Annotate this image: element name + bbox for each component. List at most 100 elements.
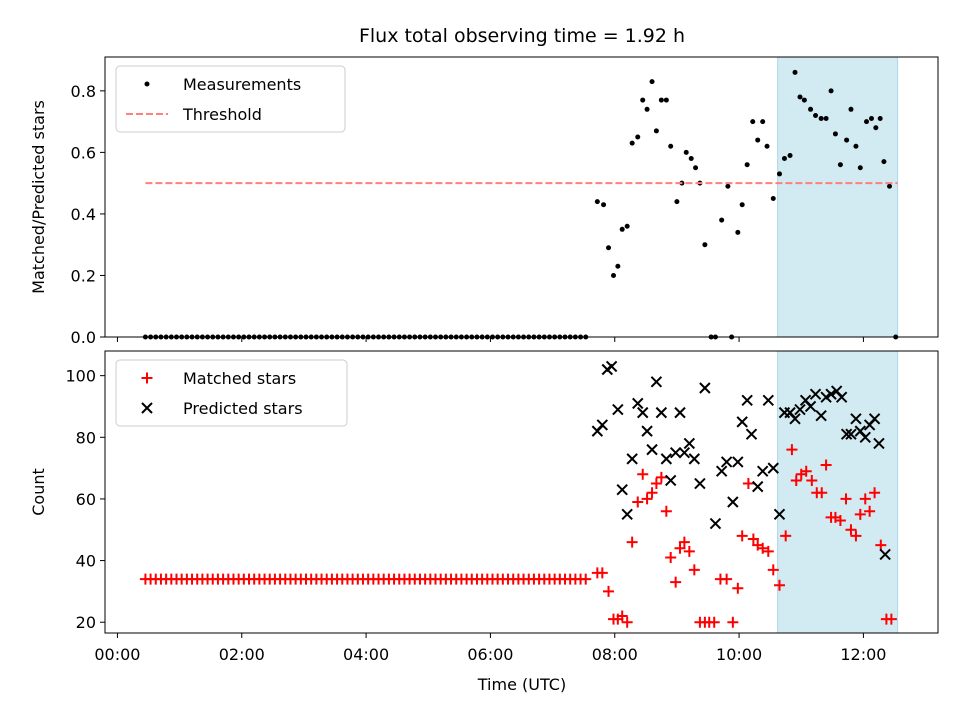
data-point: [606, 245, 612, 251]
data-point: [825, 388, 837, 400]
data-point: [612, 403, 624, 416]
series-predicted-stars: [591, 360, 891, 561]
data-point: [688, 156, 694, 162]
data-point: [727, 616, 739, 628]
data-point: [816, 487, 828, 499]
y-tick-label: 80: [76, 428, 96, 447]
legend-swatch: [141, 402, 153, 414]
data-point: [744, 162, 750, 168]
data-point: [800, 465, 812, 477]
data-point: [820, 459, 832, 471]
observing-interval-shading: [777, 56, 899, 338]
x-tick-label: 00:00: [94, 645, 140, 664]
legend-label: Predicted stars: [183, 399, 303, 418]
data-point: [750, 119, 756, 125]
legend: Matched stars Predicted stars: [115, 359, 348, 427]
data-point: [835, 391, 848, 403]
data-point: [773, 579, 785, 591]
axes-frame: [104, 350, 939, 634]
legend-swatch: [144, 81, 150, 87]
data-point: [813, 112, 819, 118]
x-tick-label: 06:00: [467, 645, 513, 664]
data-point: [780, 530, 792, 542]
data-point: [650, 478, 662, 490]
data-point: [764, 143, 770, 149]
data-point: [786, 444, 798, 456]
data-point: [646, 487, 658, 499]
y-tick-label: 20: [76, 613, 96, 632]
data-point: [720, 456, 733, 468]
data-point: [806, 474, 818, 486]
data-point: [646, 443, 658, 456]
data-point: [762, 545, 774, 557]
data-point: [580, 573, 592, 585]
x-tick-label: 02:00: [219, 645, 265, 664]
data-point: [815, 410, 827, 422]
data-point: [641, 425, 653, 437]
axes-frame: [104, 56, 939, 338]
data-point: [797, 94, 803, 100]
y-tick-label: 60: [76, 490, 96, 509]
y-tick-label: 0.4: [71, 205, 96, 224]
data-point: [853, 143, 859, 149]
data-point: [678, 536, 690, 548]
data-point: [850, 530, 862, 542]
data-point: [732, 582, 744, 594]
data-point: [719, 217, 725, 223]
y-tick-label: 0.8: [71, 82, 96, 101]
data-point: [658, 97, 664, 103]
data-point: [848, 106, 854, 112]
y-tick-label: 0.2: [71, 266, 96, 285]
data-point: [674, 199, 680, 205]
data-point: [787, 152, 793, 158]
data-point: [626, 536, 638, 548]
data-point: [670, 576, 682, 588]
data-point: [885, 613, 897, 625]
legend-label: Matched stars: [183, 369, 296, 388]
data-point: [668, 143, 674, 149]
data-point: [823, 116, 829, 122]
data-point: [773, 508, 786, 521]
data-point: [664, 474, 677, 487]
legend-swatch: [141, 372, 153, 384]
data-point: [808, 106, 814, 112]
data-point: [735, 229, 741, 235]
data-point: [873, 437, 885, 450]
y-axis-label: Count: [29, 468, 48, 516]
data-point: [650, 376, 663, 388]
x-tick-label: 04:00: [343, 645, 389, 664]
data-point: [832, 131, 838, 137]
data-point: [660, 505, 672, 517]
data-point: [637, 406, 649, 419]
data-point: [709, 517, 722, 530]
x-tick-label: 12:00: [840, 645, 886, 664]
data-point: [708, 616, 720, 628]
data-point: [809, 388, 822, 400]
data-point: [615, 263, 621, 269]
data-point: [850, 413, 862, 425]
data-point: [770, 196, 776, 202]
data-point: [881, 159, 887, 165]
data-point: [683, 437, 696, 450]
data-point: [674, 406, 686, 419]
data-point: [790, 474, 802, 486]
y-tick-label: 40: [76, 552, 96, 571]
data-point: [877, 116, 883, 122]
data-point: [683, 149, 689, 155]
data-point: [605, 360, 618, 373]
data-point: [845, 428, 857, 440]
data-point: [632, 496, 644, 508]
data-point: [665, 551, 677, 563]
data-point: [854, 508, 866, 520]
legend: Measurements Threshold: [115, 65, 346, 133]
data-point: [619, 226, 625, 232]
data-point: [660, 453, 673, 465]
y-tick-label: 0.6: [71, 143, 96, 162]
data-point: [794, 403, 806, 416]
data-point: [818, 116, 824, 122]
data-point: [767, 462, 779, 474]
data-point: [641, 493, 653, 505]
data-point: [868, 116, 874, 122]
legend-box: [115, 359, 348, 427]
